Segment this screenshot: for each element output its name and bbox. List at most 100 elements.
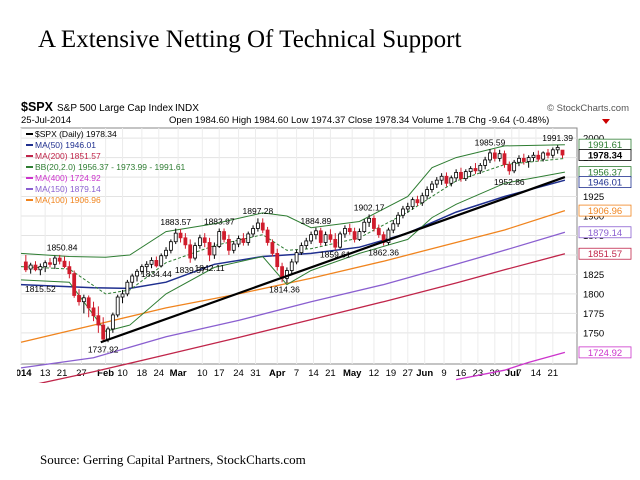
x-tick-label: 12 xyxy=(369,368,380,379)
candle-body xyxy=(430,183,434,190)
candle-body xyxy=(202,237,207,243)
price-tag-label: 1906.96 xyxy=(588,206,622,217)
candle-body xyxy=(299,245,304,254)
candle-body xyxy=(226,238,231,251)
y-tick-label: 1800 xyxy=(583,289,604,300)
series-line-ma-200- xyxy=(38,253,566,383)
candle-body xyxy=(178,232,183,239)
candle-body xyxy=(468,168,473,173)
candle-body xyxy=(120,293,125,298)
price-annotation: 1883.97 xyxy=(204,216,235,226)
x-tick-label: 27 xyxy=(402,368,413,379)
price-annotation: 1834.44 xyxy=(141,269,172,279)
x-tick-label: 19 xyxy=(386,368,397,379)
candle-body xyxy=(425,189,430,197)
candle-body xyxy=(333,238,338,248)
candle-body xyxy=(473,168,478,172)
candle-body xyxy=(251,228,255,235)
x-tick-label: Mar xyxy=(170,368,187,379)
candle-body xyxy=(405,206,410,210)
price-annotation: 1902.17 xyxy=(354,202,385,212)
chart-ohlc: Open 1984.60 High 1984.60 Low 1974.37 Cl… xyxy=(169,115,549,126)
x-tick-label: Jun xyxy=(416,368,433,379)
candle-body xyxy=(294,252,299,263)
candle-body xyxy=(323,234,328,243)
price-annotation: 1862.36 xyxy=(368,247,399,257)
y-tick-label: 1925 xyxy=(583,192,604,203)
candle-body xyxy=(270,242,275,254)
candle-body xyxy=(347,228,352,232)
candle-body xyxy=(289,261,294,271)
series-line-bb-upper xyxy=(20,144,565,258)
x-tick-label: 27 xyxy=(76,368,87,379)
chart-index-name: S&P 500 Large Cap Index xyxy=(57,103,173,114)
candle-body xyxy=(439,175,444,181)
x-tick-label: Feb xyxy=(97,368,114,379)
price-tag-label: 1991.61 xyxy=(588,140,622,151)
source-note: Source: Gerring Capital Partners, StockC… xyxy=(40,452,306,467)
candle-body xyxy=(207,242,212,256)
series-line-ma-150- xyxy=(20,231,566,369)
price-annotation: 1814.36 xyxy=(269,285,300,295)
y-tick-label: 1750 xyxy=(583,328,604,339)
legend-entry: MA(50) 1946.01 xyxy=(35,140,96,150)
x-tick-label: 24 xyxy=(154,368,165,379)
candle-body xyxy=(222,231,226,240)
candle-body xyxy=(376,228,381,236)
candle-body xyxy=(338,233,342,248)
stock-chart: $SPX S&P 500 Large Cap Index INDX © Stoc… xyxy=(17,98,635,383)
x-tick-label: May xyxy=(343,368,362,379)
candle-body xyxy=(444,175,449,184)
price-tag-label: 1724.92 xyxy=(588,348,622,359)
x-tick-label: 10 xyxy=(197,368,208,379)
candle-body xyxy=(188,244,193,259)
legend-entry: MA(200) 1851.57 xyxy=(35,151,101,161)
candle-body xyxy=(130,275,135,283)
legend-entry: MA(150) 1879.14 xyxy=(35,184,101,194)
price-tag-box xyxy=(578,346,632,359)
candle-body xyxy=(521,157,526,162)
candle-body xyxy=(357,231,362,240)
price-annotation: 1897.28 xyxy=(243,206,274,216)
candle-body xyxy=(38,266,43,271)
price-annotation: 1985.59 xyxy=(475,137,506,147)
candle-body xyxy=(488,152,492,161)
candle-body xyxy=(52,257,57,265)
price-tag-label: 1978.34 xyxy=(588,150,623,161)
candle-body xyxy=(314,230,318,236)
candle-body xyxy=(420,195,425,204)
candle-body xyxy=(328,234,333,240)
x-tick-label: 10 xyxy=(117,368,128,379)
price-annotation: 1815.52 xyxy=(25,284,56,294)
candle-body xyxy=(541,152,546,160)
candle-body xyxy=(33,264,38,271)
x-tick-label: 16 xyxy=(456,368,467,379)
candle-body xyxy=(507,164,512,172)
candle-body xyxy=(106,328,110,340)
x-tick-label: 7 xyxy=(294,368,299,379)
series-line-ma-50- xyxy=(20,179,566,290)
candle-body xyxy=(168,241,173,251)
x-tick-label: 21 xyxy=(548,368,559,379)
chart-exchange: INDX xyxy=(175,103,199,114)
candle-body xyxy=(367,217,372,223)
candle-body xyxy=(193,245,197,259)
series-line-ma-100- xyxy=(20,209,566,343)
x-tick-label: 14 xyxy=(531,368,542,379)
candle-body xyxy=(81,297,86,303)
x-tick-label: Jul xyxy=(505,368,519,379)
candle-body xyxy=(352,231,357,240)
candle-body xyxy=(512,161,517,172)
price-tag-box xyxy=(578,149,632,161)
candle-body xyxy=(459,171,463,180)
price-annotation: 1991.39 xyxy=(542,133,573,143)
candle-body xyxy=(48,262,52,265)
candle-body xyxy=(304,240,309,247)
y-tick-label: 1825 xyxy=(583,270,604,281)
candle-body xyxy=(492,152,497,159)
candle-body xyxy=(531,154,536,158)
candle-body xyxy=(546,152,550,156)
x-tick-label: 9 xyxy=(441,368,446,379)
candle-body xyxy=(77,295,81,303)
candle-body xyxy=(28,264,33,270)
